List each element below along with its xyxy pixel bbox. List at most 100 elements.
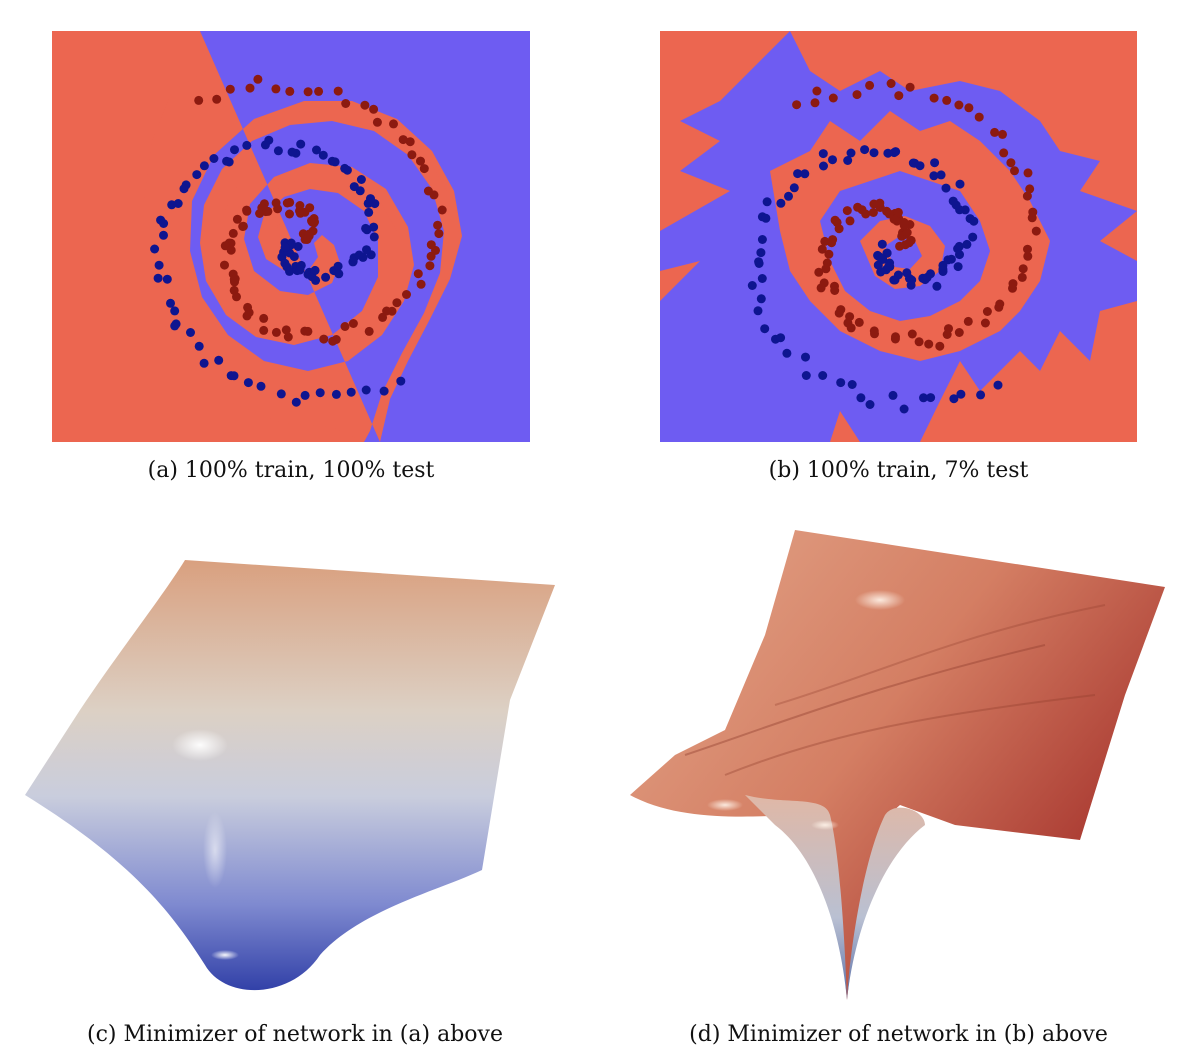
- sample-point: [969, 216, 979, 226]
- sample-point: [756, 294, 766, 304]
- sample-point: [433, 220, 443, 230]
- sample-point: [895, 241, 905, 251]
- sample-point: [834, 308, 844, 318]
- sample-point: [255, 209, 265, 218]
- sample-point: [242, 206, 252, 216]
- sample-point: [1006, 158, 1016, 168]
- sample-point: [982, 307, 992, 316]
- sample-point: [416, 279, 426, 289]
- sample-point: [792, 100, 802, 110]
- sample-point: [1023, 251, 1033, 261]
- sample-point: [800, 169, 810, 179]
- sample-point: [891, 332, 900, 342]
- sample-point: [964, 103, 974, 113]
- sample-point: [882, 248, 892, 258]
- sample-point: [300, 390, 310, 400]
- sample-point: [366, 194, 375, 204]
- sample-point: [243, 378, 253, 388]
- sample-point: [315, 388, 325, 398]
- sample-point: [868, 208, 878, 217]
- sample-point: [955, 179, 965, 189]
- sample-point: [389, 119, 398, 129]
- sample-point: [300, 326, 310, 336]
- sample-point: [334, 269, 344, 279]
- sample-point: [842, 206, 852, 216]
- sample-point: [199, 161, 209, 171]
- sample-point: [876, 267, 886, 277]
- sample-point: [926, 269, 935, 279]
- sample-point: [212, 94, 222, 104]
- sample-point: [259, 325, 269, 335]
- sample-point: [830, 286, 840, 295]
- sample-point: [303, 87, 313, 97]
- panel-c-surface: [25, 560, 555, 991]
- sample-point: [310, 265, 320, 275]
- sample-point: [159, 219, 169, 228]
- sample-point: [828, 93, 838, 103]
- sample-point: [948, 196, 958, 206]
- sample-point: [222, 156, 232, 166]
- sample-point: [167, 200, 177, 210]
- sample-point: [304, 229, 314, 239]
- sample-point: [818, 371, 828, 380]
- sample-point: [331, 335, 341, 344]
- sample-point: [349, 182, 359, 192]
- sample-point: [226, 245, 236, 255]
- sample-point: [974, 112, 984, 122]
- sample-point: [941, 183, 951, 193]
- panel-c-caption: (c) Minimizer of network in (a) above: [87, 1022, 503, 1047]
- sample-point: [341, 99, 351, 108]
- sample-point: [423, 186, 433, 196]
- sample-point: [392, 298, 402, 308]
- sample-point: [314, 86, 324, 96]
- sample-point: [232, 292, 241, 302]
- sample-point: [949, 394, 959, 404]
- sample-point: [1008, 279, 1018, 289]
- panel-a-blue-region: [190, 31, 530, 442]
- sample-point: [360, 100, 370, 110]
- sample-point: [260, 140, 270, 150]
- sample-point: [194, 95, 204, 105]
- panel-a-plot: [52, 31, 530, 442]
- sample-point: [150, 244, 160, 254]
- sample-point: [999, 148, 1009, 158]
- sample-point: [271, 84, 281, 94]
- sample-point: [1028, 207, 1038, 217]
- sample-point: [968, 232, 978, 242]
- sample-point: [228, 228, 238, 238]
- sample-point: [819, 161, 828, 171]
- sample-point: [846, 148, 856, 158]
- sample-point: [827, 238, 837, 248]
- sample-point: [333, 86, 343, 96]
- sample-point: [793, 169, 803, 179]
- sample-point: [154, 260, 164, 270]
- sample-point: [761, 213, 771, 223]
- sample-point: [894, 91, 904, 101]
- panel-a-caption: (a) 100% train, 100% test: [147, 458, 435, 483]
- sample-point: [162, 274, 172, 284]
- sample-point: [348, 319, 358, 328]
- sample-point: [426, 240, 436, 250]
- sample-point: [942, 95, 952, 105]
- sample-point: [225, 84, 235, 94]
- sample-point: [906, 235, 916, 245]
- sample-point: [853, 202, 863, 212]
- sample-point: [407, 150, 417, 160]
- sample-point: [846, 323, 856, 333]
- sample-point: [817, 244, 827, 254]
- sample-point: [331, 389, 341, 399]
- sample-point: [285, 86, 295, 96]
- sample-point: [361, 385, 371, 395]
- sample-point: [280, 242, 290, 252]
- sample-point: [869, 199, 879, 209]
- sample-point: [271, 327, 281, 337]
- sample-point: [782, 348, 792, 358]
- panel-d-caption: (d) Minimizer of network in (b) above: [689, 1022, 1108, 1047]
- sample-point: [865, 400, 875, 409]
- sample-point: [760, 324, 770, 334]
- sample-point: [861, 209, 871, 219]
- sample-point: [153, 273, 163, 283]
- panel-a-decision-boundary: [52, 31, 530, 442]
- sample-point: [229, 275, 239, 285]
- sample-point: [924, 339, 934, 349]
